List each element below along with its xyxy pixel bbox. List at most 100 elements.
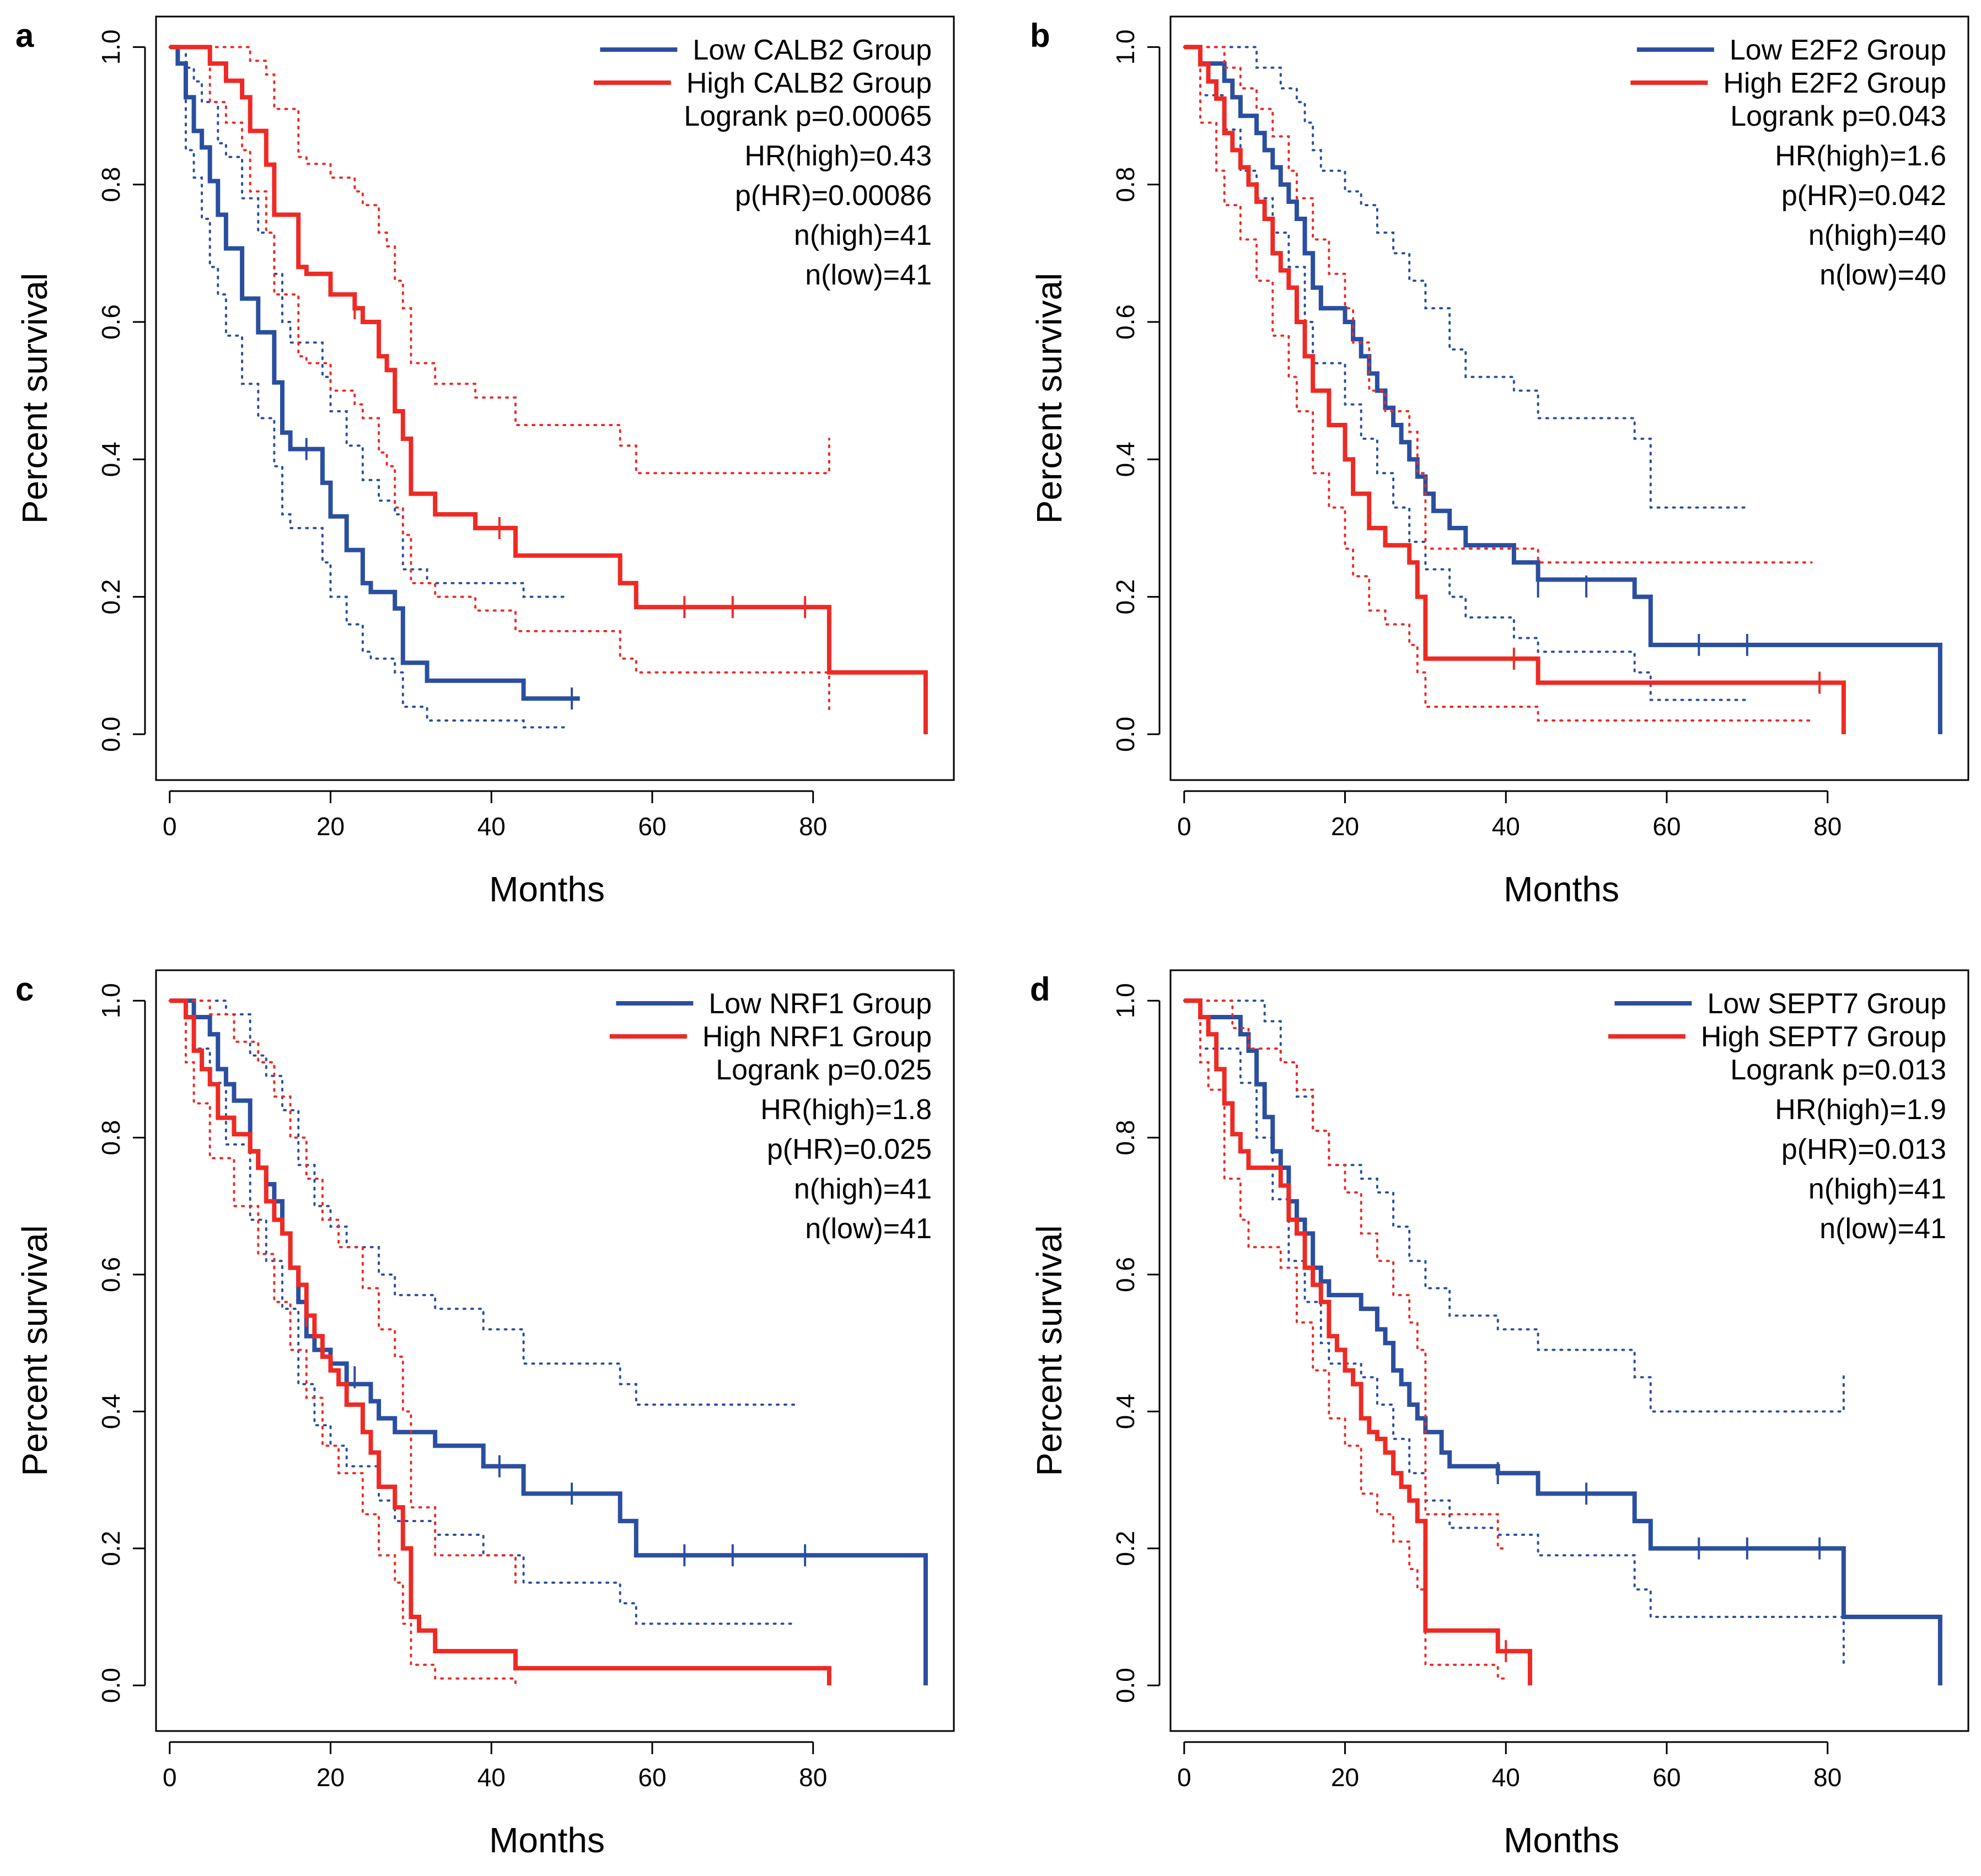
y-tick-label: 1.0 (1111, 29, 1140, 64)
y-tick-label: 0.2 (1111, 1531, 1140, 1566)
x-tick-label: 0 (163, 1763, 177, 1792)
y-tick-label: 1.0 (96, 29, 125, 64)
y-tick-label: 1.0 (1111, 983, 1140, 1018)
x-tick-label: 20 (1331, 812, 1359, 841)
stat-line: n(low)=41 (805, 259, 932, 291)
x-tick-label: 0 (163, 812, 177, 841)
x-tick-label: 40 (477, 812, 506, 841)
ci-upper-low (1183, 999, 1845, 1413)
y-tick-label: 0.4 (96, 442, 125, 477)
y-axis-title: Percent survival (1029, 273, 1069, 524)
y-axis-title: Percent survival (15, 1225, 55, 1476)
stat-line: n(low)=40 (1819, 259, 1946, 291)
ci-upper-high (168, 46, 830, 475)
ci-lower-high (1183, 46, 1813, 722)
stat-line: p(HR)=0.025 (767, 1133, 932, 1165)
y-tick-label: 0.8 (1111, 167, 1140, 202)
x-tick-label: 40 (1492, 1763, 1520, 1792)
panel-label: b (1030, 17, 1050, 54)
y-tick-label: 0.8 (96, 167, 125, 202)
stat-line: HR(high)=1.6 (1775, 140, 1946, 172)
panel-label: c (15, 971, 34, 1008)
survival-curve-low (1184, 45, 1942, 734)
ci-upper-low (168, 999, 798, 1406)
ci-lower-low (1183, 46, 1748, 701)
stat-line: Logrank p=0.043 (1730, 100, 1946, 132)
series-high (168, 998, 831, 1687)
stat-line: Logrank p=0.013 (1730, 1054, 1946, 1086)
stat-line: p(HR)=0.013 (1781, 1133, 1946, 1165)
km-panel-b: b 0 20 40 60 80 Months 0.0 0.2 0.4 0.6 0.8 1.0 Percen… (1029, 15, 1969, 909)
series-low (168, 45, 580, 729)
y-tick-label: 0.6 (96, 304, 125, 340)
y-tick-label: 0.4 (1111, 442, 1140, 477)
series-high (1183, 998, 1532, 1686)
stat-line: n(low)=41 (805, 1213, 932, 1245)
ci-lower-high (168, 46, 830, 715)
ci-lower-low (168, 999, 798, 1625)
legend-label-low: Low CALB2 Group (692, 34, 932, 66)
legend-label-low: Low NRF1 Group (708, 988, 932, 1020)
x-axis-title: Months (489, 1820, 605, 1860)
series-low (1183, 998, 1942, 1686)
survival-curve-low (169, 45, 580, 701)
y-tick-label: 0.8 (96, 1120, 125, 1155)
x-axis-title: Months (489, 869, 605, 909)
y-axis-title: Percent survival (15, 273, 55, 524)
survival-curve-high (169, 998, 831, 1686)
survival-curve-high (169, 45, 928, 734)
x-tick-label: 20 (1331, 1763, 1359, 1792)
stat-line: n(high)=40 (1808, 219, 1946, 251)
ci-upper-low (1183, 46, 1748, 509)
y-tick-label: 0.4 (1111, 1394, 1140, 1429)
x-tick-label: 40 (1492, 812, 1520, 841)
survival-curve-high (1184, 998, 1532, 1686)
ci-lower-high (1183, 999, 1507, 1680)
legend-label-high: High NRF1 Group (702, 1021, 932, 1053)
km-panel-d: d 0 20 40 60 80 Months 0.0 0.2 0.4 0.6 0.8 1.0 Percen… (1029, 969, 1969, 1860)
x-tick-label: 60 (638, 1763, 666, 1792)
y-tick-label: 0.0 (1111, 1668, 1140, 1703)
x-tick-label: 80 (1813, 812, 1842, 841)
survival-curve-low (1184, 998, 1942, 1686)
x-tick-label: 60 (1652, 1763, 1681, 1792)
plot-frame (155, 15, 955, 781)
stat-line: p(HR)=0.00086 (735, 180, 932, 212)
x-axis-title: Months (1504, 1820, 1619, 1860)
survival-curve-high (1184, 45, 1846, 734)
legend-label-low: Low SEPT7 Group (1707, 988, 1946, 1020)
x-tick-label: 80 (1813, 1763, 1842, 1792)
y-tick-label: 0.8 (1111, 1120, 1140, 1155)
stat-line: n(high)=41 (794, 219, 932, 251)
stat-line: HR(high)=1.9 (1775, 1094, 1946, 1126)
stat-line: Logrank p=0.00065 (684, 100, 932, 132)
y-tick-label: 0.0 (96, 717, 125, 752)
y-tick-label: 0.6 (1111, 1257, 1140, 1292)
series-high (1183, 45, 1846, 734)
x-axis-title: Months (1504, 869, 1619, 909)
y-tick-label: 0.2 (96, 579, 125, 615)
x-tick-label: 0 (1177, 812, 1191, 841)
legend-label-high: High CALB2 Group (686, 67, 932, 99)
stat-line: p(HR)=0.042 (1781, 180, 1946, 212)
plot-frame (155, 969, 955, 1732)
y-tick-label: 0.6 (96, 1257, 125, 1292)
plot-frame (1169, 15, 1969, 781)
ci-upper-high (168, 999, 517, 1584)
stat-line: n(high)=41 (794, 1173, 932, 1205)
x-tick-label: 40 (477, 1763, 506, 1792)
stat-line: HR(high)=0.43 (744, 140, 932, 172)
legend-label-high: High E2F2 Group (1723, 67, 1946, 99)
ci-lower-low (1183, 999, 1845, 1666)
x-tick-label: 60 (638, 812, 666, 841)
panel-label: a (15, 17, 34, 54)
x-tick-label: 80 (799, 1763, 827, 1792)
stat-line: HR(high)=1.8 (760, 1094, 932, 1126)
y-tick-label: 0.6 (1111, 304, 1140, 340)
x-tick-label: 0 (1177, 1763, 1191, 1792)
